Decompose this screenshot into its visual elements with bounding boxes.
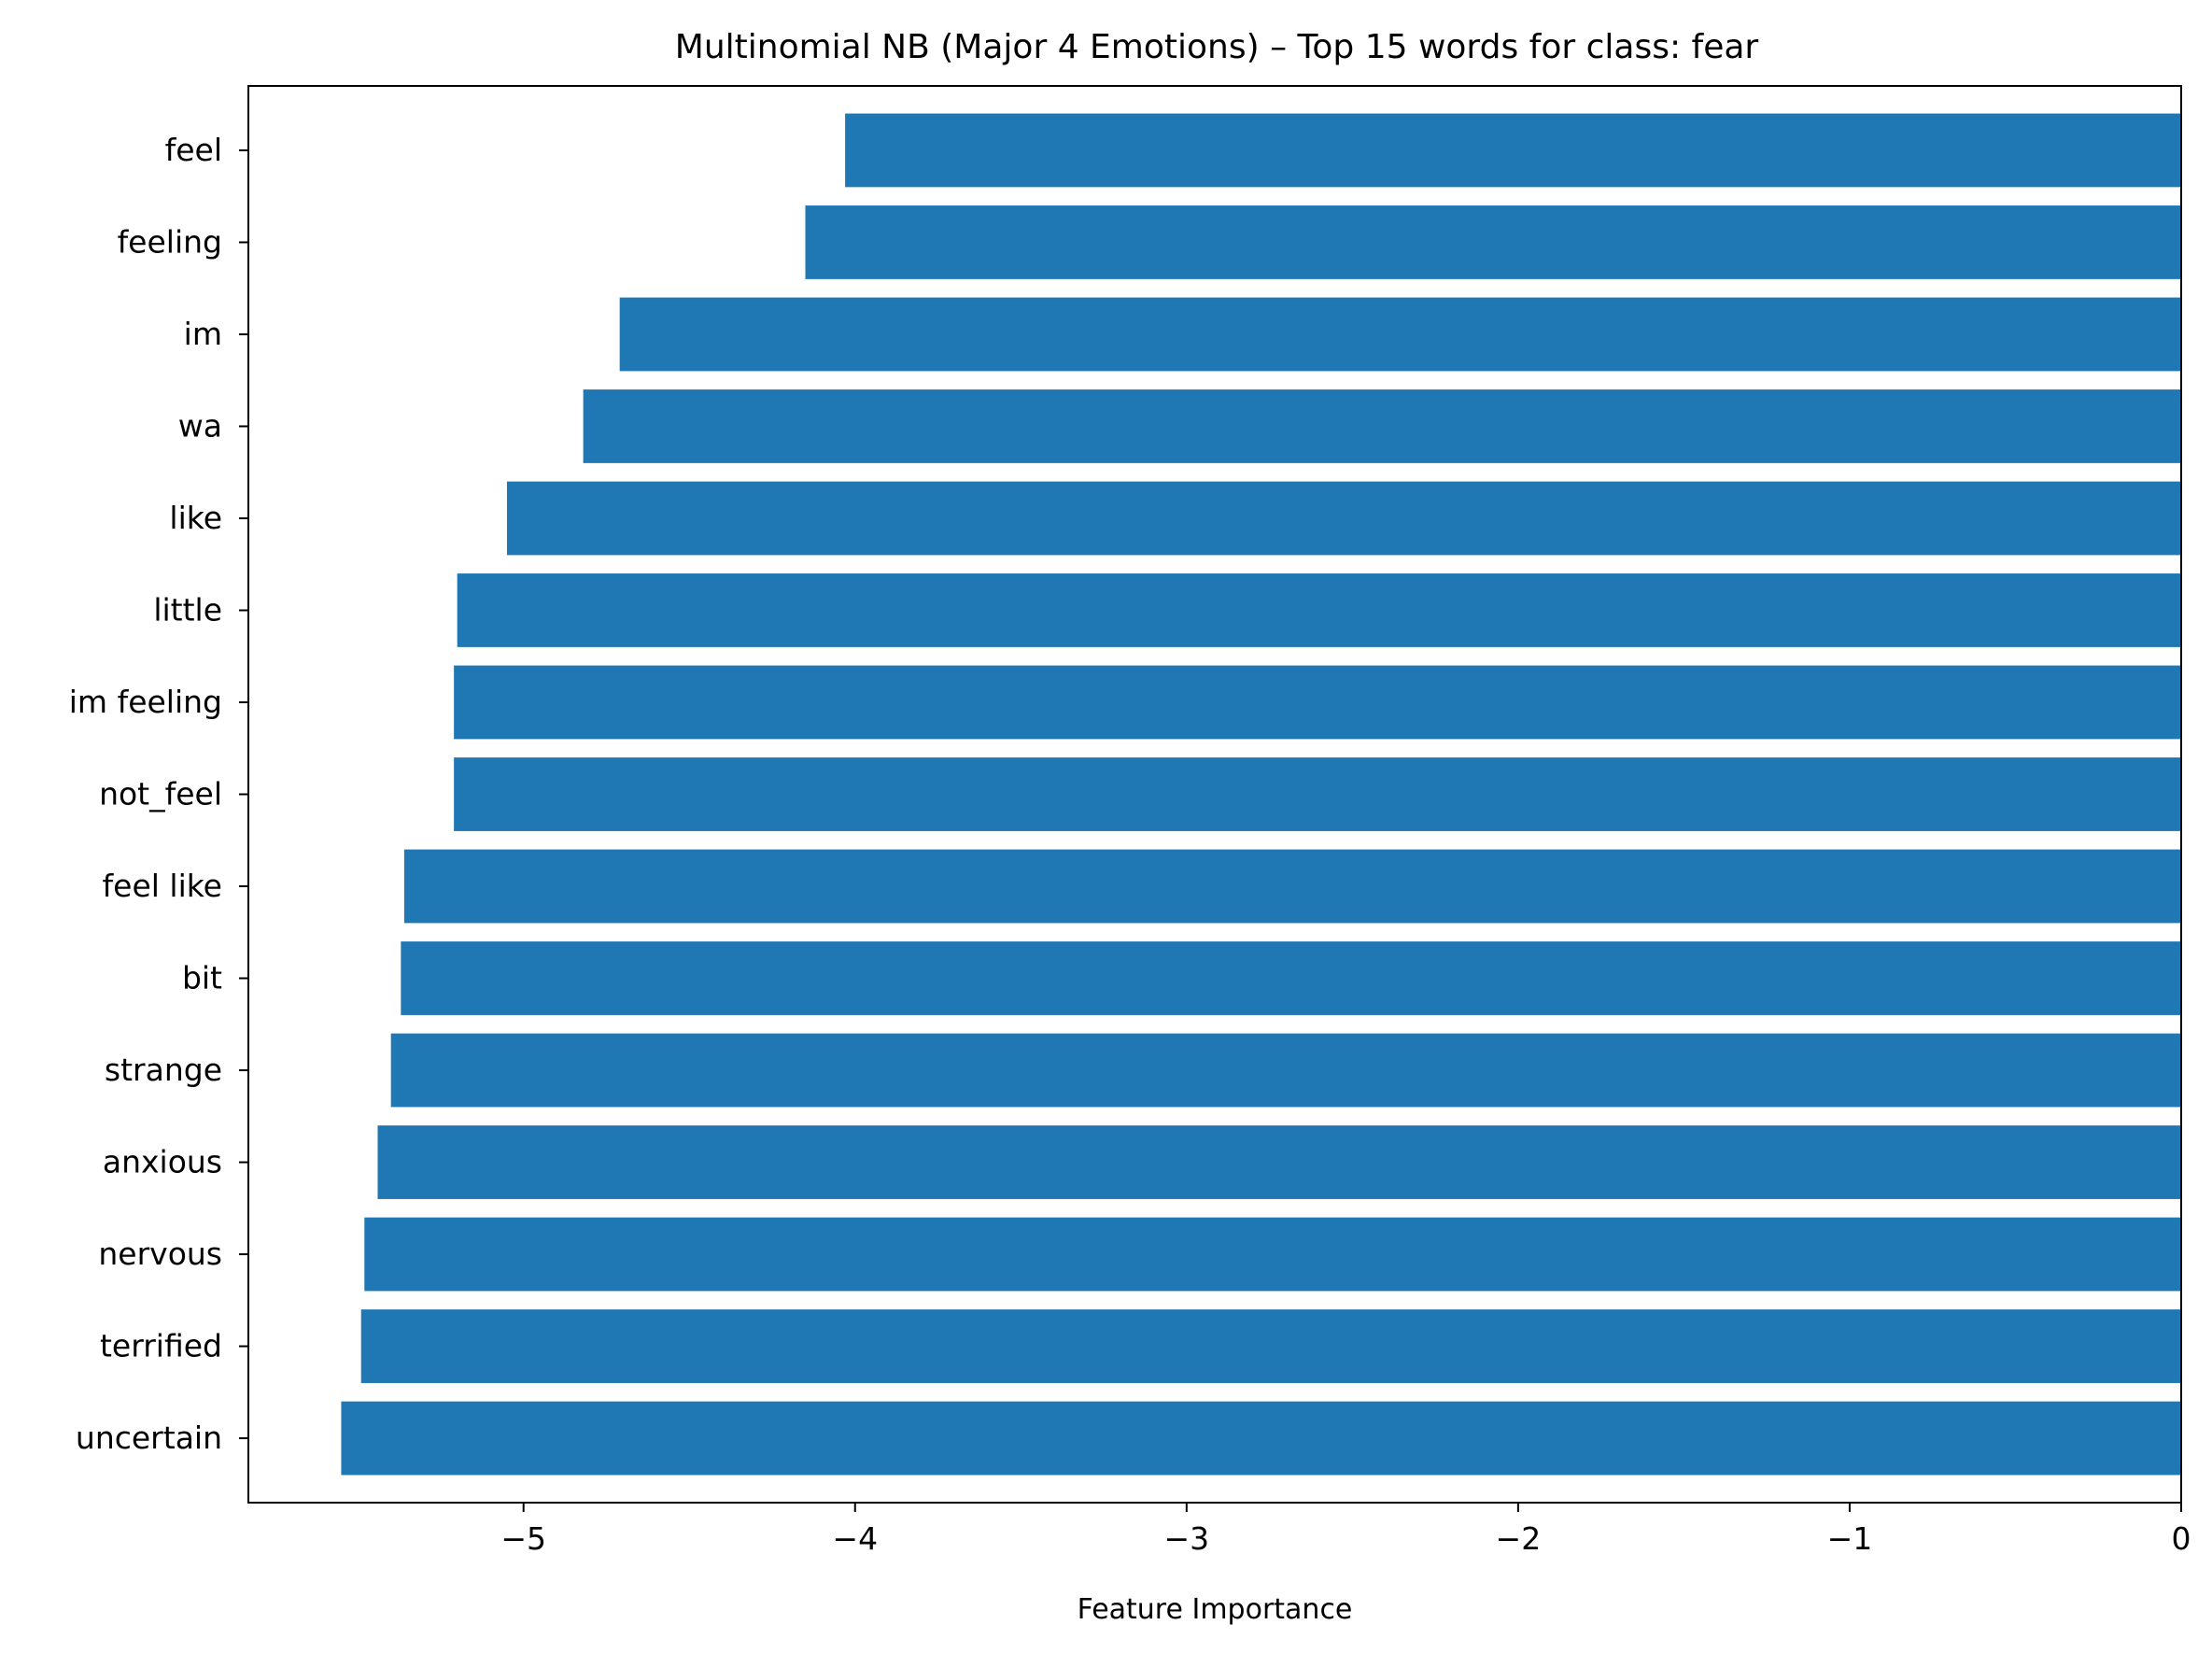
y-tick-label: bit bbox=[182, 960, 222, 996]
y-tick-label: anxious bbox=[103, 1144, 222, 1180]
y-tick-label: strange bbox=[105, 1052, 222, 1088]
x-tick-label: −5 bbox=[500, 1520, 546, 1557]
y-tick-label: feel bbox=[165, 132, 222, 168]
bar-feel bbox=[845, 113, 2181, 188]
bar-uncertain bbox=[341, 1401, 2182, 1476]
x-tick-label: 0 bbox=[2172, 1520, 2191, 1557]
y-tick-label: im feeling bbox=[69, 684, 222, 720]
bar-anxious bbox=[377, 1125, 2182, 1199]
bar-nervous bbox=[364, 1217, 2182, 1292]
x-axis-label: Feature Importance bbox=[1078, 1593, 1353, 1626]
x-axis: −5 −4 −3 −2 −1 0 bbox=[500, 1503, 2191, 1557]
y-axis: feel feeling im wa like little im feeling not_f… bbox=[69, 132, 248, 1456]
bar-feeling bbox=[805, 205, 2181, 279]
y-tick-label: wa bbox=[178, 407, 222, 444]
plot-frame bbox=[247, 85, 2182, 1504]
y-tick-label: im bbox=[184, 316, 222, 352]
y-tick-label: uncertain bbox=[76, 1420, 222, 1456]
x-tick-label: −1 bbox=[1827, 1520, 1873, 1557]
bar-wa bbox=[583, 389, 2182, 463]
bar-terrified bbox=[360, 1309, 2181, 1383]
bar-im bbox=[619, 297, 2181, 372]
bar-bit bbox=[401, 941, 2181, 1015]
x-tick-label: −2 bbox=[1496, 1520, 1542, 1557]
bar-like bbox=[506, 481, 2182, 556]
bars-group bbox=[341, 113, 2182, 1476]
x-tick-label: −3 bbox=[1163, 1520, 1209, 1557]
y-tick-label: feel like bbox=[103, 868, 222, 904]
x-tick-label: −4 bbox=[832, 1520, 878, 1557]
y-tick-label: feeling bbox=[118, 223, 222, 260]
bar-not-feel bbox=[454, 757, 2181, 831]
y-tick-label: terrified bbox=[100, 1328, 222, 1364]
y-tick-label: nervous bbox=[98, 1236, 222, 1272]
y-tick-label: not_feel bbox=[99, 776, 222, 812]
bar-im-feeling bbox=[454, 665, 2181, 740]
bar-strange bbox=[390, 1033, 2182, 1108]
bar-feel-like bbox=[403, 849, 2182, 924]
bar-little bbox=[457, 573, 2181, 647]
chart-title: Multinomial NB (Major 4 Emotions) – Top … bbox=[675, 28, 1759, 66]
y-tick-label: little bbox=[153, 591, 222, 628]
y-tick-label: like bbox=[169, 500, 222, 536]
